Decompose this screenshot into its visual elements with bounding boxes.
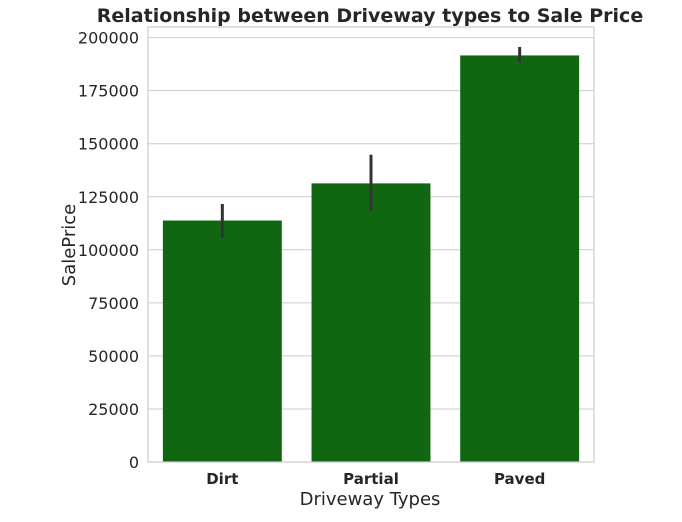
- x-tick-label: Dirt: [206, 470, 238, 488]
- y-tick-label: 200000: [78, 29, 139, 48]
- y-tick-label: 175000: [78, 82, 139, 101]
- chart-title: Relationship between Driveway types to S…: [97, 5, 643, 27]
- bar-paved: [460, 55, 580, 463]
- error-bar-layer: [220, 46, 522, 238]
- x-tick-label: Partial: [343, 470, 399, 488]
- x-tick-labels: Dirt Partial Paved: [206, 470, 545, 488]
- y-tick-label: 100000: [78, 241, 139, 260]
- y-tick-label: 125000: [78, 188, 139, 207]
- x-tick-label: Paved: [494, 470, 545, 488]
- y-tick-label: 25000: [88, 400, 139, 419]
- plot-frame: [147, 26, 595, 463]
- x-axis-label: Driveway Types: [300, 489, 441, 510]
- y-tick-label: 50000: [88, 347, 139, 366]
- y-tick-label: 75000: [88, 294, 139, 313]
- y-axis-label: SalePrice: [59, 204, 80, 286]
- bar-dirt: [162, 220, 282, 462]
- bar-partial: [311, 183, 431, 462]
- y-tick-label: 0: [129, 453, 139, 472]
- y-tick-labels: 0 25000 50000 75000 100000 125000 150000 175000…: [78, 29, 139, 472]
- bar-layer: [162, 55, 580, 463]
- y-tick-label: 150000: [78, 135, 139, 154]
